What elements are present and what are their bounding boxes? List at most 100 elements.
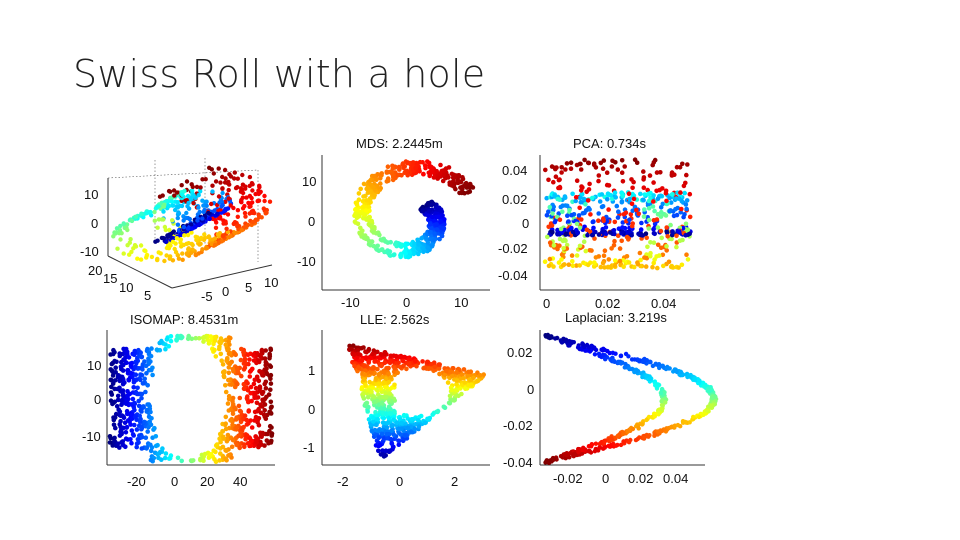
data-point <box>609 196 615 202</box>
data-point <box>461 183 467 189</box>
data-point <box>223 414 229 420</box>
data-point <box>606 183 612 188</box>
data-point <box>619 199 625 205</box>
data-point <box>651 180 656 185</box>
data-point <box>220 190 225 196</box>
data-point <box>375 366 380 372</box>
data-point <box>131 379 137 385</box>
data-point <box>189 222 194 227</box>
data-point <box>132 422 137 428</box>
data-point <box>110 373 116 378</box>
data-point <box>622 164 627 169</box>
y-tick: 0 <box>527 382 534 397</box>
data-point <box>259 370 264 376</box>
data-point <box>544 195 549 201</box>
data-point <box>569 253 575 258</box>
data-point <box>242 360 248 366</box>
data-point <box>235 223 240 228</box>
data-point <box>655 265 660 271</box>
data-point <box>710 396 715 401</box>
data-point <box>156 451 162 456</box>
data-point <box>229 382 235 387</box>
data-point <box>630 208 635 213</box>
data-point <box>461 367 467 372</box>
data-point <box>617 258 623 264</box>
data-point <box>412 426 418 432</box>
data-point <box>577 195 583 201</box>
data-point <box>245 394 250 399</box>
data-point <box>172 193 177 198</box>
data-point <box>621 431 626 437</box>
data-point <box>585 232 590 238</box>
data-point <box>407 361 412 367</box>
data-point <box>362 363 368 368</box>
data-point <box>407 430 413 435</box>
data-point <box>556 260 562 265</box>
data-point <box>225 206 231 211</box>
data-point <box>561 336 566 341</box>
data-point <box>117 409 123 414</box>
data-point <box>129 428 135 433</box>
data-point <box>242 365 248 371</box>
data-point <box>654 170 660 175</box>
data-point <box>601 218 606 224</box>
data-point <box>253 191 258 197</box>
data-point <box>201 334 207 340</box>
data-point <box>386 404 392 410</box>
data-point <box>371 399 377 405</box>
data-point <box>268 381 274 386</box>
data-point <box>403 250 408 256</box>
data-point <box>426 213 431 218</box>
data-point <box>601 253 607 258</box>
data-point <box>121 251 126 256</box>
x-tick: 0.04 <box>663 471 688 486</box>
data-point <box>172 207 178 213</box>
data-point <box>223 456 229 462</box>
data-point <box>175 455 181 461</box>
data-point <box>636 231 641 237</box>
data-point <box>577 263 582 268</box>
data-point <box>543 334 549 339</box>
data-point <box>374 177 379 183</box>
data-point <box>167 227 172 233</box>
data-point <box>237 408 243 414</box>
data-point <box>188 196 193 201</box>
data-point <box>381 420 387 426</box>
data-point <box>619 170 625 175</box>
data-point <box>471 375 476 381</box>
data-point <box>410 160 416 165</box>
data-point <box>392 382 397 388</box>
data-point <box>134 444 139 450</box>
data-point <box>213 354 219 359</box>
data-point <box>630 426 636 432</box>
data-point <box>402 433 408 438</box>
data-point <box>683 202 689 207</box>
data-point <box>569 212 574 218</box>
data-point <box>654 217 660 222</box>
data-point <box>227 396 232 402</box>
data-point <box>240 172 245 178</box>
data-point <box>375 416 381 422</box>
data-point <box>621 264 626 270</box>
data-point <box>202 451 208 457</box>
y-tick: 0 <box>308 214 315 229</box>
data-point <box>234 427 239 432</box>
data-point <box>131 246 136 251</box>
data-point <box>454 378 460 383</box>
data-point <box>457 190 462 196</box>
data-point <box>168 189 173 194</box>
data-point <box>225 212 231 217</box>
data-point <box>611 228 617 233</box>
data-point <box>127 252 132 257</box>
data-point <box>641 359 647 364</box>
data-point <box>181 224 187 230</box>
data-point <box>199 235 204 241</box>
data-point <box>446 165 452 170</box>
data-point <box>436 362 442 367</box>
data-point <box>593 165 599 170</box>
data-point <box>362 372 368 377</box>
data-point <box>235 381 240 387</box>
data-point <box>657 365 662 371</box>
data-point <box>623 210 629 215</box>
data-point <box>115 441 121 447</box>
